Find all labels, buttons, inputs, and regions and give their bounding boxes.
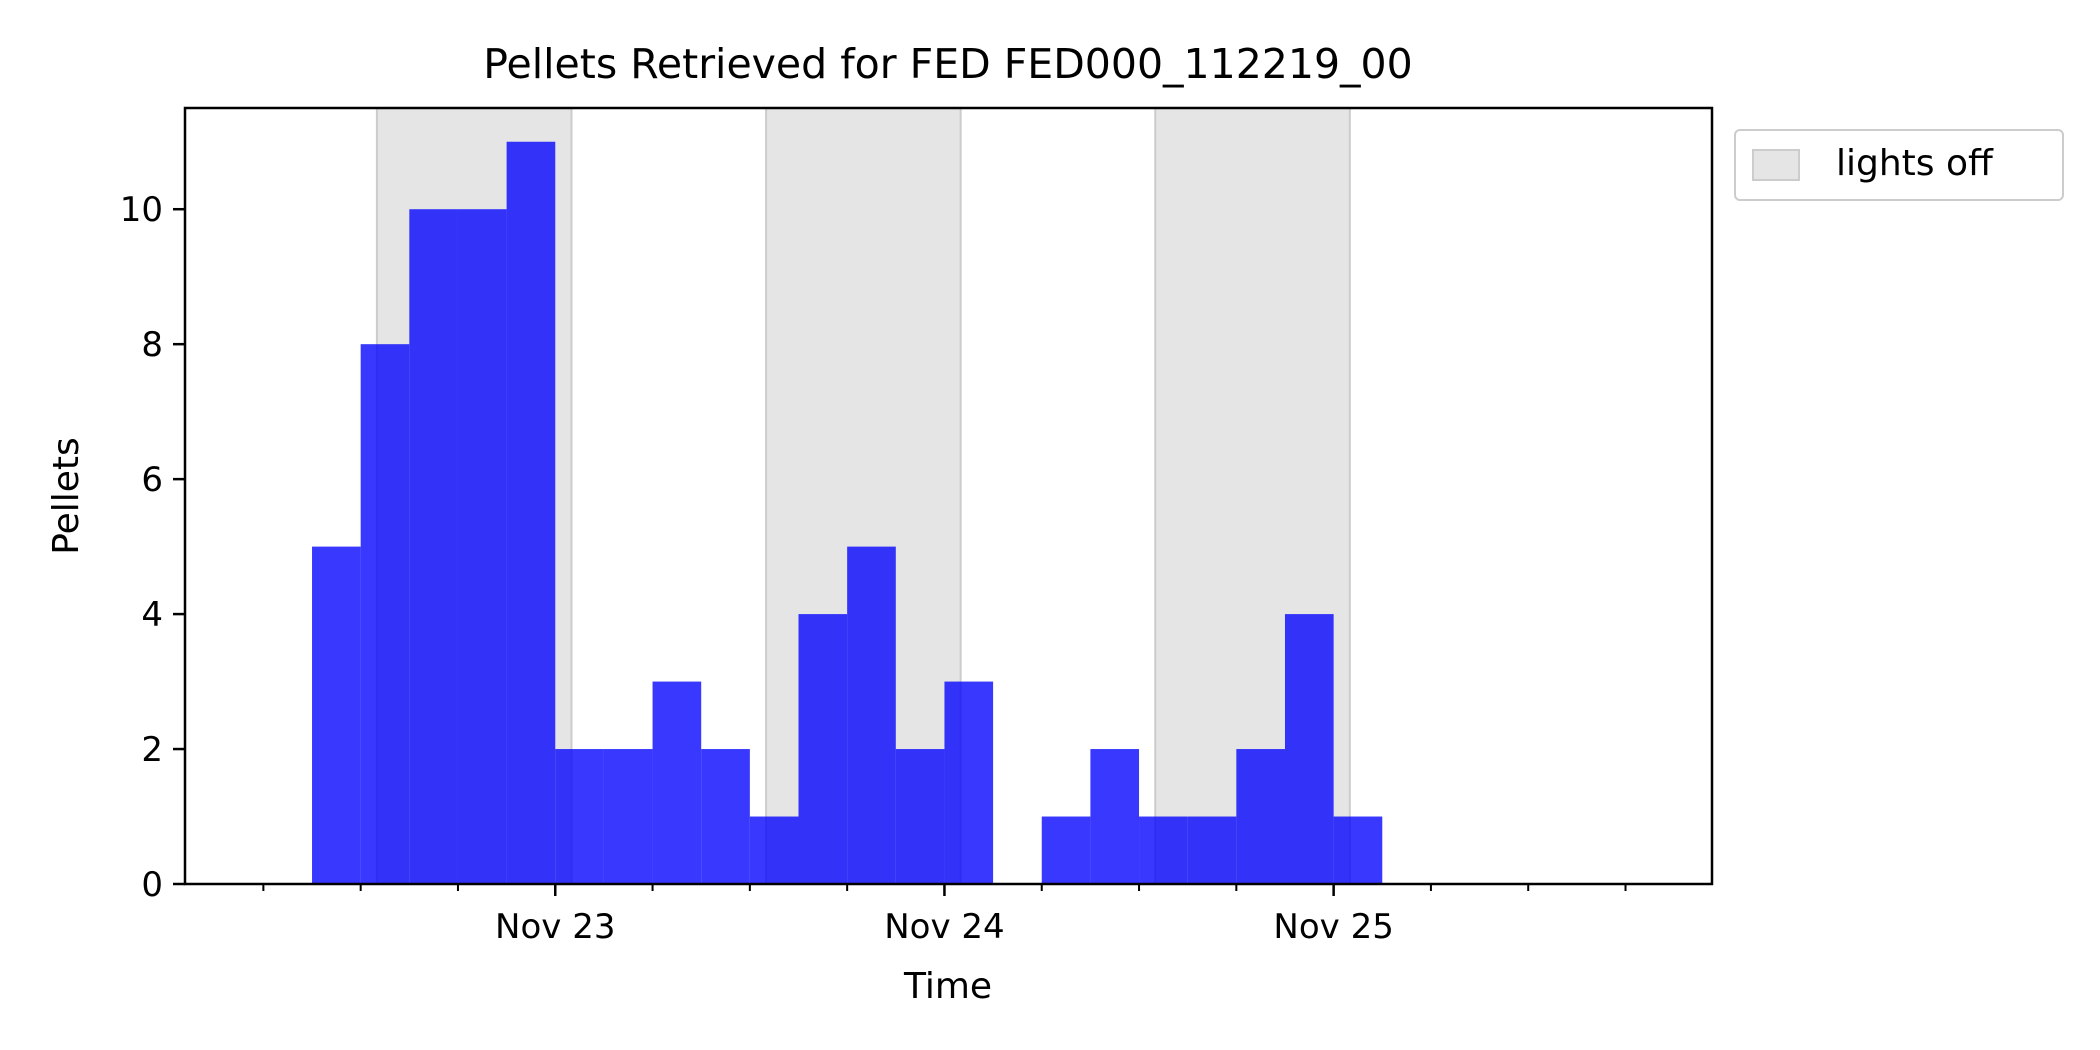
- bar: [1187, 816, 1237, 884]
- bar: [1139, 816, 1188, 884]
- bar-series: [312, 141, 1383, 884]
- bar: [312, 546, 361, 884]
- x-tick-label: Nov 25: [1273, 907, 1393, 947]
- bar: [944, 681, 994, 884]
- bar: [847, 546, 896, 884]
- chart-title: Pellets Retrieved for FED FED000_112219_…: [483, 40, 1412, 88]
- y-tick-label: 4: [141, 595, 163, 635]
- y-axis: 0 2 4 6 8 10: [120, 190, 185, 905]
- legend-label-lights-off: lights off: [1836, 143, 1993, 184]
- bar: [457, 209, 507, 884]
- x-tick-label: Nov 24: [884, 907, 1004, 947]
- bar: [798, 614, 848, 884]
- y-tick-label: 8: [141, 325, 163, 365]
- bar: [652, 681, 702, 884]
- y-axis-label: Pellets: [46, 437, 87, 555]
- x-tick-label: Nov 23: [495, 907, 615, 947]
- y-tick-label: 0: [141, 865, 163, 905]
- y-tick-label: 10: [120, 190, 163, 230]
- x-axis: Nov 23 Nov 24 Nov 25: [262, 884, 1627, 947]
- bar: [1284, 614, 1334, 884]
- bar: [895, 749, 945, 884]
- legend: lights off: [1734, 129, 2064, 201]
- bar: [1333, 816, 1383, 884]
- bar: [1236, 749, 1285, 884]
- y-tick-label: 2: [141, 730, 163, 770]
- bar: [506, 141, 556, 884]
- bar: [409, 209, 458, 884]
- bar: [701, 749, 750, 884]
- legend-swatch-lights-off: [1752, 149, 1800, 181]
- bar: [555, 749, 604, 884]
- y-tick-label: 6: [141, 460, 163, 500]
- bar: [603, 749, 653, 884]
- x-axis-label: Time: [903, 966, 992, 1007]
- plot-frame: [183, 106, 1714, 886]
- bar: [360, 344, 410, 884]
- bar: [1090, 749, 1140, 884]
- bar: [749, 816, 799, 884]
- bar: [1041, 816, 1091, 884]
